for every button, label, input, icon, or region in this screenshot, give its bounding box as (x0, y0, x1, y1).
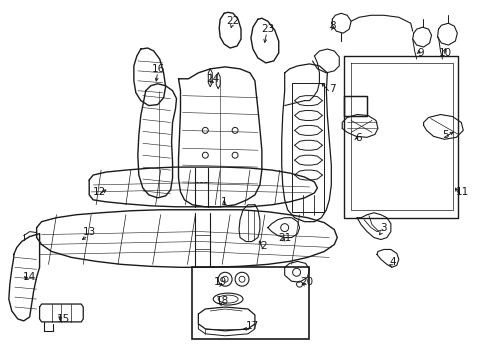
Text: 20: 20 (299, 277, 312, 287)
Text: 1: 1 (221, 197, 227, 207)
Text: 12: 12 (92, 187, 105, 197)
Text: 13: 13 (82, 226, 96, 237)
Text: 6: 6 (354, 133, 361, 143)
Text: 8: 8 (328, 21, 335, 31)
Text: 23: 23 (261, 24, 274, 34)
Bar (192, 267, 309, 339)
Text: 16: 16 (152, 64, 165, 74)
Text: 21: 21 (278, 233, 291, 243)
Text: 5: 5 (441, 130, 448, 140)
Text: 22: 22 (226, 16, 239, 26)
Text: 11: 11 (455, 187, 468, 197)
Text: 18: 18 (215, 296, 228, 306)
Text: 19: 19 (213, 277, 226, 287)
Text: 3: 3 (380, 222, 386, 233)
Text: 17: 17 (246, 321, 259, 331)
Text: 24: 24 (206, 74, 220, 84)
Text: 15: 15 (57, 314, 70, 324)
Text: 10: 10 (438, 48, 451, 58)
Text: 14: 14 (23, 272, 36, 282)
Text: 7: 7 (328, 84, 335, 94)
Text: 9: 9 (416, 48, 423, 58)
Polygon shape (344, 96, 366, 116)
Text: 4: 4 (389, 257, 395, 267)
Text: 2: 2 (260, 242, 266, 252)
